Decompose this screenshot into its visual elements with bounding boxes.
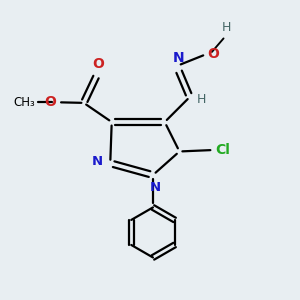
Text: O: O — [44, 95, 56, 109]
Text: O: O — [207, 47, 219, 61]
Text: H: H — [197, 93, 206, 106]
Text: N: N — [173, 51, 184, 64]
Text: H: H — [221, 21, 231, 34]
Text: N: N — [150, 181, 161, 194]
Text: N: N — [92, 155, 103, 168]
Text: CH₃: CH₃ — [14, 96, 35, 109]
Text: O: O — [92, 57, 104, 71]
Text: Cl: Cl — [215, 143, 230, 157]
